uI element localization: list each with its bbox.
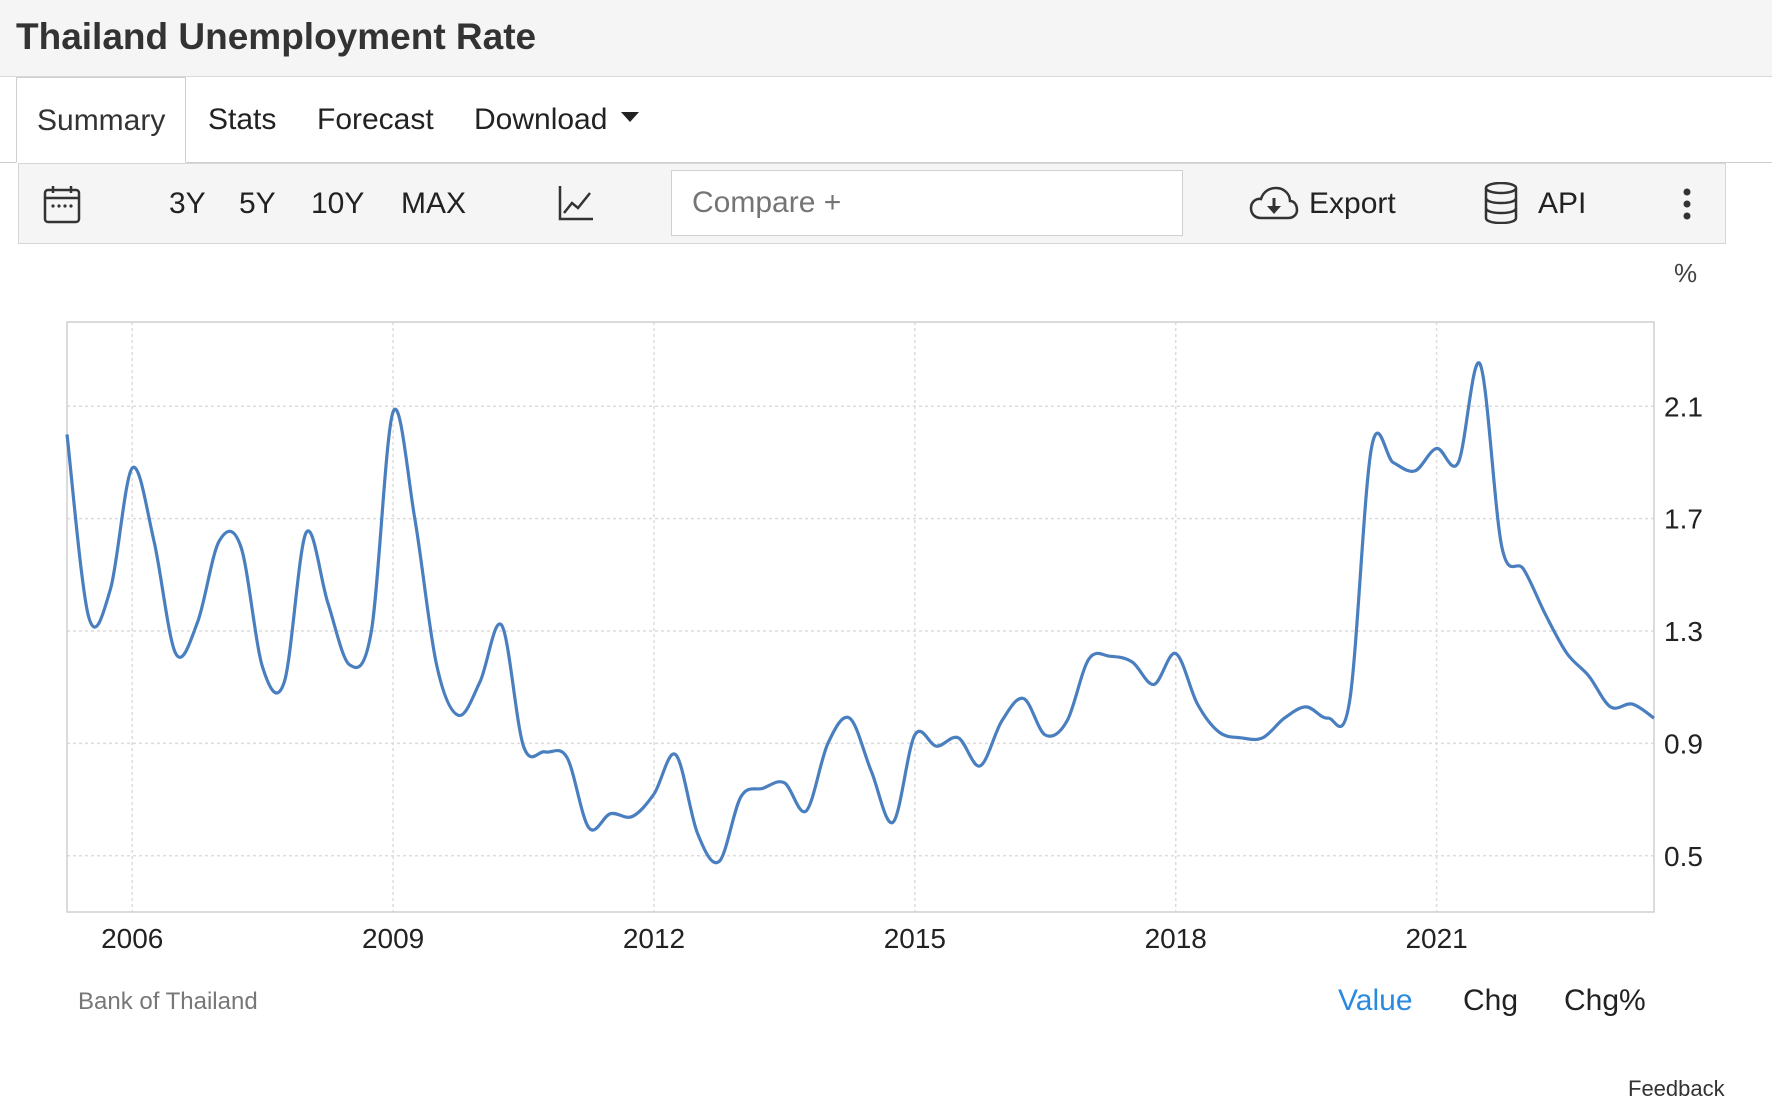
tab-stats[interactable]: Stats xyxy=(208,103,277,136)
page-title: Thailand Unemployment Rate xyxy=(16,16,537,57)
x-tick-label: 2018 xyxy=(1145,923,1207,954)
y-tick-label: 1.7 xyxy=(1664,504,1703,535)
x-tick-label: 2012 xyxy=(623,923,685,954)
x-tick-label: 2006 xyxy=(101,923,163,954)
y-tick-label: 2.1 xyxy=(1664,391,1703,422)
mode-value-button[interactable]: Value xyxy=(1338,984,1413,1017)
range-max-button[interactable]: MAX xyxy=(401,187,467,220)
range-10y-button[interactable]: 10Y xyxy=(311,187,365,220)
plot-frame xyxy=(66,321,1655,913)
api-label: API xyxy=(1538,187,1587,220)
series-line xyxy=(65,361,1655,865)
compare-input[interactable] xyxy=(671,170,1183,236)
source-label: Bank of Thailand xyxy=(78,988,258,1015)
x-tick-label: 2021 xyxy=(1405,923,1467,954)
tab-download[interactable]: Download xyxy=(474,77,640,162)
feedback-link[interactable]: Feedback xyxy=(1628,1076,1725,1101)
tab-summary[interactable]: Summary xyxy=(16,77,187,163)
mode-chg-button[interactable]: Chg xyxy=(1463,984,1519,1017)
chart-toolbar: 3Y 5Y 10Y MAX Export API xyxy=(18,163,1726,244)
title-bar: Thailand Unemployment Rate xyxy=(0,0,1772,77)
x-tick-label: 2009 xyxy=(362,923,424,954)
range-3y-button[interactable]: 3Y xyxy=(169,187,206,220)
line-chart-icon[interactable] xyxy=(557,184,595,222)
tab-download-label: Download xyxy=(474,103,608,136)
database-icon xyxy=(1484,182,1518,224)
y-tick-label: 1.3 xyxy=(1664,616,1703,647)
cloud-download-icon xyxy=(1249,186,1299,220)
axis-ticks: 2006 2009 2012 2015 2018 2021 0.5 0.9 1.3 1.7 2.1 xyxy=(101,391,1703,954)
range-5y-button[interactable]: 5Y xyxy=(239,187,276,220)
more-vertical-icon[interactable] xyxy=(1681,186,1693,222)
y-tick-label: 0.9 xyxy=(1664,728,1703,759)
calendar-icon[interactable] xyxy=(43,184,81,224)
api-button[interactable]: API xyxy=(1484,164,1594,243)
x-tick-label: 2015 xyxy=(884,923,946,954)
unit-label: % xyxy=(1674,258,1697,288)
export-label: Export xyxy=(1309,187,1396,220)
tab-bar: Summary Stats Forecast Download xyxy=(0,77,1772,163)
tab-forecast[interactable]: Forecast xyxy=(317,103,434,136)
caret-down-icon xyxy=(621,112,640,123)
mode-chg-pct-button[interactable]: Chg% xyxy=(1564,984,1646,1017)
unemployment-chart: 2006 2009 2012 2015 2018 20210.50.91.31.72.1 … xyxy=(65,258,1703,954)
y-tick-label: 0.5 xyxy=(1664,841,1703,872)
chart-grid xyxy=(67,322,1654,912)
